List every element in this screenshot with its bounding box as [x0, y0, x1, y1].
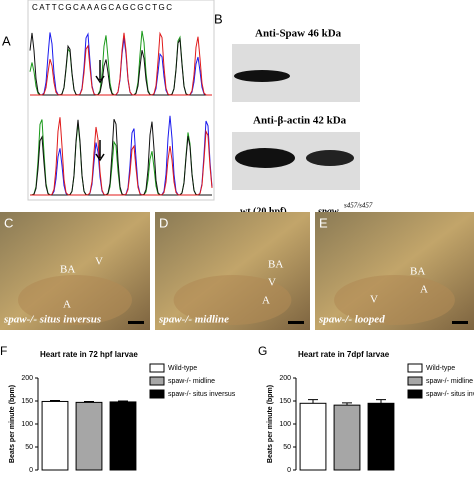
- legend-label: spaw-/- situs inversus: [168, 391, 236, 398]
- structure-label: A: [63, 299, 71, 311]
- error-bar: [50, 400, 60, 402]
- legend-swatch: [149, 389, 165, 399]
- legend-label: Wild-type: [168, 365, 197, 372]
- structure-label: V: [370, 294, 378, 306]
- band: [235, 148, 295, 168]
- caption: spaw-/- situs inversus: [3, 314, 101, 326]
- band: [306, 150, 354, 166]
- arrow: [95, 60, 105, 84]
- y-tick-label: 0: [29, 467, 33, 474]
- legend-label: Wild-type: [426, 365, 455, 372]
- chromatogram-frame: [27, 0, 215, 201]
- error-bar: [118, 400, 128, 402]
- charts: F Heart rate in 72 hpf larvae Beats per mi…: [0, 344, 474, 474]
- legend-swatch: [149, 376, 165, 386]
- y-tick-label: 100: [21, 421, 33, 428]
- panel-label: B: [214, 11, 223, 26]
- structure-label: A: [262, 295, 270, 307]
- trace: [30, 31, 213, 96]
- blot-label: Anti-Spaw 46 kDa: [255, 28, 342, 40]
- bar: [367, 402, 395, 471]
- sequence: CATTCGCAAAGCAGCGCTGC: [32, 3, 172, 12]
- structure-label: A: [420, 284, 428, 296]
- y-tick-label: 50: [283, 444, 291, 451]
- legend-label: spaw-/- midline: [168, 378, 215, 385]
- scale-bar: [452, 321, 468, 324]
- tissue: [18, 275, 132, 325]
- panel-label: F: [0, 344, 7, 358]
- bar: [109, 401, 137, 471]
- bar: [41, 400, 69, 471]
- scale-bar: [128, 321, 144, 324]
- bar: [299, 402, 327, 471]
- arrow: [95, 140, 105, 162]
- band: [234, 70, 290, 82]
- structure-label: V: [95, 256, 103, 268]
- bar: [75, 401, 103, 471]
- structure-label: V: [268, 277, 276, 289]
- error-bar: [342, 402, 352, 406]
- panel-label: G: [258, 344, 267, 358]
- panel-label: A: [2, 33, 11, 48]
- error-bar: [308, 399, 318, 404]
- structure-label: BA: [60, 264, 75, 276]
- legend-swatch: [407, 363, 423, 373]
- lane-label: spaw: [317, 206, 339, 217]
- bar: [333, 404, 361, 471]
- chart-title: Heart rate in 72 hpf larvae: [40, 350, 138, 359]
- y-tick-label: 200: [21, 375, 33, 382]
- structure-label: BA: [410, 266, 425, 278]
- y-tick-label: 50: [25, 444, 33, 451]
- trace: [29, 118, 212, 196]
- error-bar: [84, 400, 94, 403]
- y-tick-label: 200: [279, 375, 291, 382]
- y-tick-label: 100: [279, 421, 291, 428]
- y-tick-label: 0: [287, 467, 291, 474]
- lane-label-sup: s457/s457: [344, 202, 373, 210]
- caption: spaw-/- looped: [318, 314, 385, 326]
- legend-swatch: [149, 363, 165, 373]
- panel-label: E: [319, 215, 328, 230]
- error-bar: [376, 399, 386, 404]
- legend-label: spaw-/- midline: [426, 378, 473, 385]
- lane-label: wt (20 hpf): [240, 206, 287, 217]
- panel-label: D: [159, 215, 168, 230]
- legend-swatch: [407, 376, 423, 386]
- scale-bar: [288, 321, 304, 324]
- panel-label: C: [4, 215, 13, 230]
- y-axis-title: Beats per minute (bpm): [9, 385, 16, 463]
- structure-label: BA: [268, 259, 283, 271]
- y-tick-label: 150: [21, 398, 33, 405]
- tissue: [334, 275, 455, 325]
- legend-swatch: [407, 389, 423, 399]
- legend-label: spaw-/- situs inversus: [426, 391, 474, 398]
- y-axis-title: Beats per minute (bpm): [267, 385, 274, 463]
- tissue: [173, 275, 292, 325]
- trace: [30, 117, 213, 196]
- blot-label: Anti-β-actin 42 kDa: [253, 115, 347, 127]
- chromatogram: [29, 30, 213, 196]
- chart-title: Heart rate in 7dpf larvae: [298, 350, 390, 359]
- caption: spaw-/- midline: [158, 314, 229, 326]
- y-tick-label: 150: [279, 398, 291, 405]
